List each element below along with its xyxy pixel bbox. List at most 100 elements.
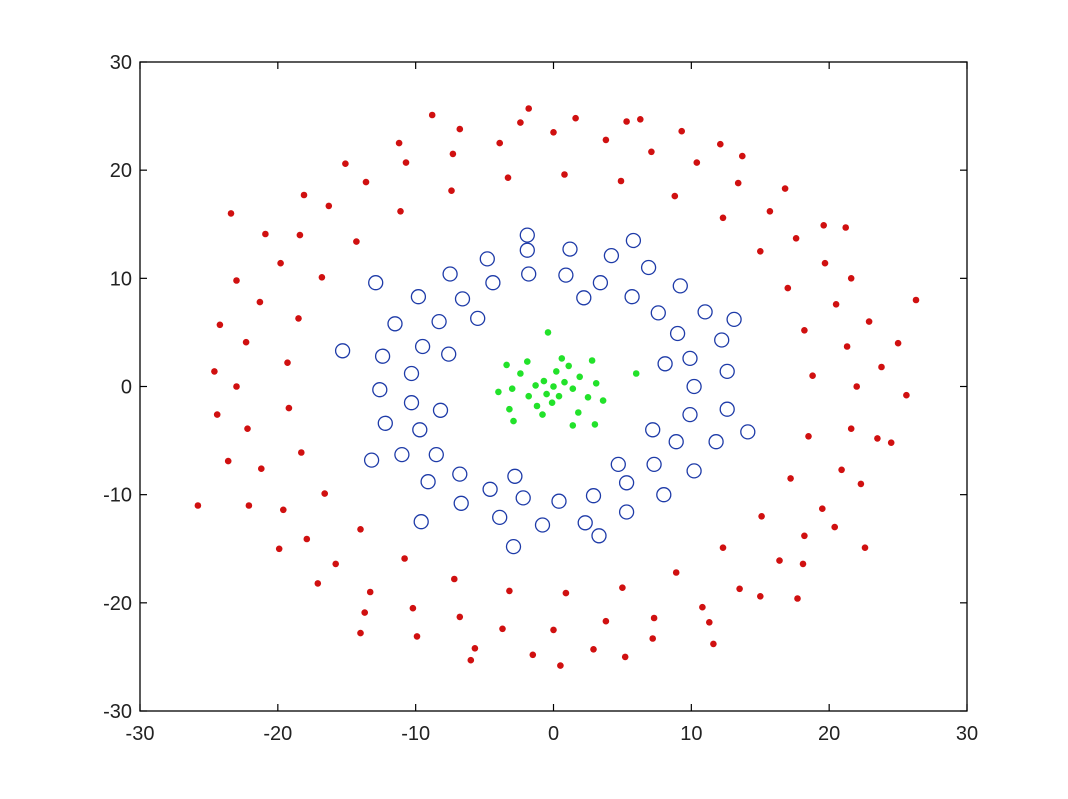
data-point-s1-66 [625, 232, 642, 249]
data-point-s0-1 [843, 343, 851, 350]
data-point-s0-72 [831, 523, 838, 531]
data-point-s0-12 [449, 150, 457, 158]
data-point-s0-29 [499, 625, 506, 633]
x-tick-label: -10 [401, 723, 430, 745]
data-point-s0-50 [456, 125, 464, 133]
data-point-s1-28 [672, 278, 688, 294]
data-point-s0-86 [353, 238, 360, 245]
data-point-s1-15 [428, 446, 444, 463]
data-point-s0-49 [517, 119, 524, 126]
y-tick-label: 10 [110, 268, 132, 290]
data-point-s2-0 [550, 383, 557, 390]
data-point-s0-4 [792, 235, 800, 242]
y-tick-label: 20 [110, 160, 132, 182]
data-point-s0-6 [734, 179, 742, 187]
data-point-s0-16 [296, 231, 304, 239]
data-point-s1-39 [377, 415, 393, 431]
data-point-s0-23 [280, 506, 287, 514]
data-point-s0-116 [861, 544, 869, 551]
data-point-s0-78 [757, 248, 764, 255]
data-point-s0-102 [787, 475, 794, 482]
data-point-s2-19 [575, 409, 582, 416]
data-point-s1-22 [646, 456, 662, 473]
data-point-s1-40 [394, 446, 410, 463]
data-point-s1-51 [657, 356, 673, 372]
data-point-s0-37 [819, 505, 826, 512]
data-point-s1-65 [591, 528, 607, 544]
data-point-s2-15 [558, 355, 566, 362]
data-point-s0-36 [801, 532, 808, 540]
data-point-s1-6 [558, 267, 574, 283]
data-point-s1-10 [431, 313, 447, 330]
data-point-s0-98 [619, 584, 626, 591]
data-point-s0-120 [637, 116, 644, 123]
x-tick-label: -30 [126, 723, 155, 745]
data-point-s0-117 [717, 140, 724, 148]
data-point-s0-109 [227, 210, 235, 217]
data-point-s1-44 [534, 517, 551, 533]
data-point-s0-39 [847, 425, 855, 433]
data-point-s0-65 [471, 645, 479, 652]
x-tick-label: 30 [956, 723, 978, 745]
data-point-s0-54 [262, 230, 269, 238]
data-point-s0-75 [809, 372, 816, 380]
data-point-s1-24 [682, 406, 698, 423]
data-point-s0-77 [784, 284, 792, 292]
data-point-s0-97 [562, 589, 570, 597]
data-point-s2-12 [533, 402, 541, 410]
data-point-s2-24 [632, 370, 640, 377]
data-point-s0-8 [648, 148, 655, 156]
data-point-s1-68 [413, 514, 429, 530]
data-point-s1-58 [470, 310, 486, 327]
data-point-s0-45 [739, 152, 746, 160]
data-point-s1-14 [412, 422, 428, 438]
x-tick-label: 20 [818, 723, 840, 745]
data-point-s1-67 [368, 275, 384, 291]
data-point-s0-41 [865, 318, 873, 325]
data-point-s1-48 [686, 463, 702, 479]
data-point-s1-7 [521, 266, 537, 282]
data-point-s2-14 [517, 370, 524, 377]
data-point-s1-36 [387, 316, 403, 332]
data-point-s0-40 [878, 363, 885, 371]
data-point-s2-5 [569, 385, 577, 393]
data-point-s0-64 [413, 633, 421, 640]
data-point-s0-13 [402, 159, 410, 166]
data-point-s1-17 [482, 481, 498, 497]
data-point-s1-57 [610, 456, 626, 473]
data-point-s0-84 [448, 187, 455, 194]
data-point-s1-16 [452, 466, 468, 482]
data-point-s1-38 [372, 382, 388, 398]
data-point-s0-55 [233, 277, 240, 284]
data-point-s2-26 [510, 417, 517, 425]
data-point-s1-2 [669, 325, 686, 342]
data-point-s2-17 [592, 380, 600, 387]
data-point-s0-47 [623, 118, 630, 125]
data-point-s0-112 [557, 662, 564, 669]
data-point-s0-43 [820, 222, 827, 229]
data-point-s0-62 [314, 580, 322, 587]
data-point-s0-110 [357, 629, 364, 637]
data-point-s0-31 [602, 617, 610, 625]
data-point-s2-21 [506, 405, 513, 413]
data-point-s2-10 [525, 392, 532, 400]
data-point-s0-18 [256, 298, 264, 306]
data-point-s0-61 [275, 545, 283, 553]
data-point-s0-87 [318, 274, 326, 281]
data-point-s2-25 [503, 361, 510, 369]
data-point-s0-34 [736, 585, 743, 593]
data-point-s1-60 [363, 452, 380, 468]
data-point-s2-30 [588, 357, 596, 364]
data-point-s0-121 [912, 296, 920, 304]
data-point-s1-47 [656, 487, 672, 503]
x-tick-label: -20 [263, 723, 292, 745]
data-point-s2-6 [532, 382, 539, 389]
data-point-s1-41 [420, 474, 436, 490]
data-point-s0-28 [456, 613, 464, 621]
data-point-s2-29 [569, 422, 577, 429]
data-point-s0-104 [903, 391, 910, 399]
series-layer [194, 105, 920, 669]
data-point-s2-20 [524, 358, 531, 365]
